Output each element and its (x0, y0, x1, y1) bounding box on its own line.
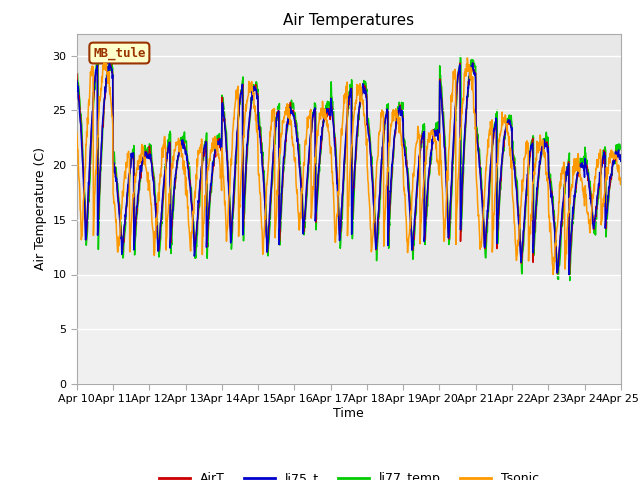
Bar (77, 34, 621, 275)
Title: Air Temperatures: Air Temperatures (284, 13, 414, 28)
X-axis label: Time: Time (333, 407, 364, 420)
Y-axis label: Air Temperature (C): Air Temperature (C) (34, 147, 47, 270)
Legend: AirT, li75_t, li77_temp, Tsonic: AirT, li75_t, li77_temp, Tsonic (154, 468, 544, 480)
Text: MB_tule: MB_tule (93, 47, 146, 60)
